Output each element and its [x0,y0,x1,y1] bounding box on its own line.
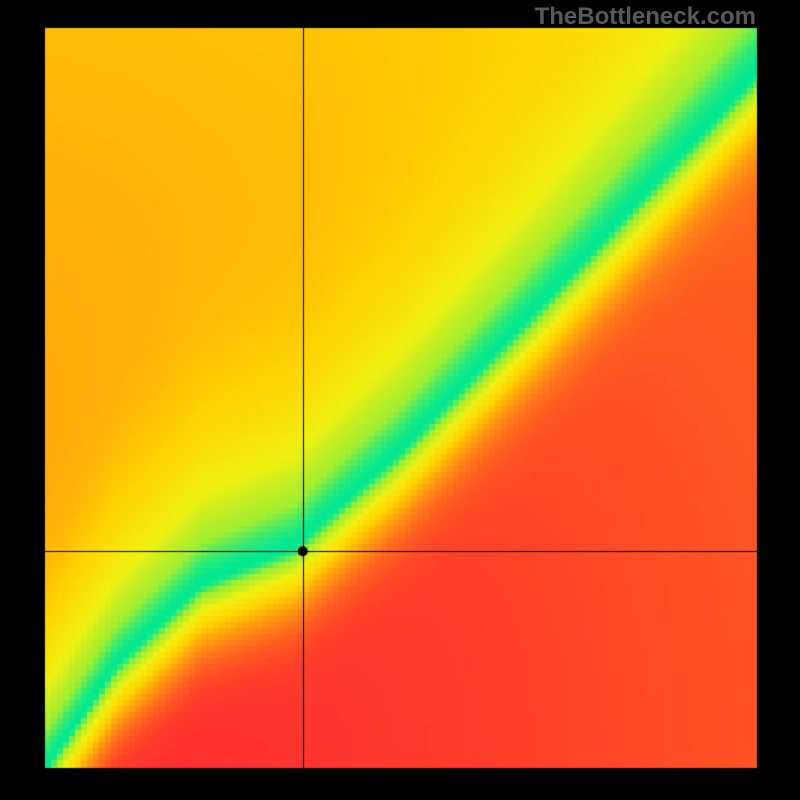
watermark-text: TheBottleneck.com [535,3,756,31]
chart-container: TheBottleneck.com [0,0,800,800]
bottleneck-heatmap [0,0,800,800]
